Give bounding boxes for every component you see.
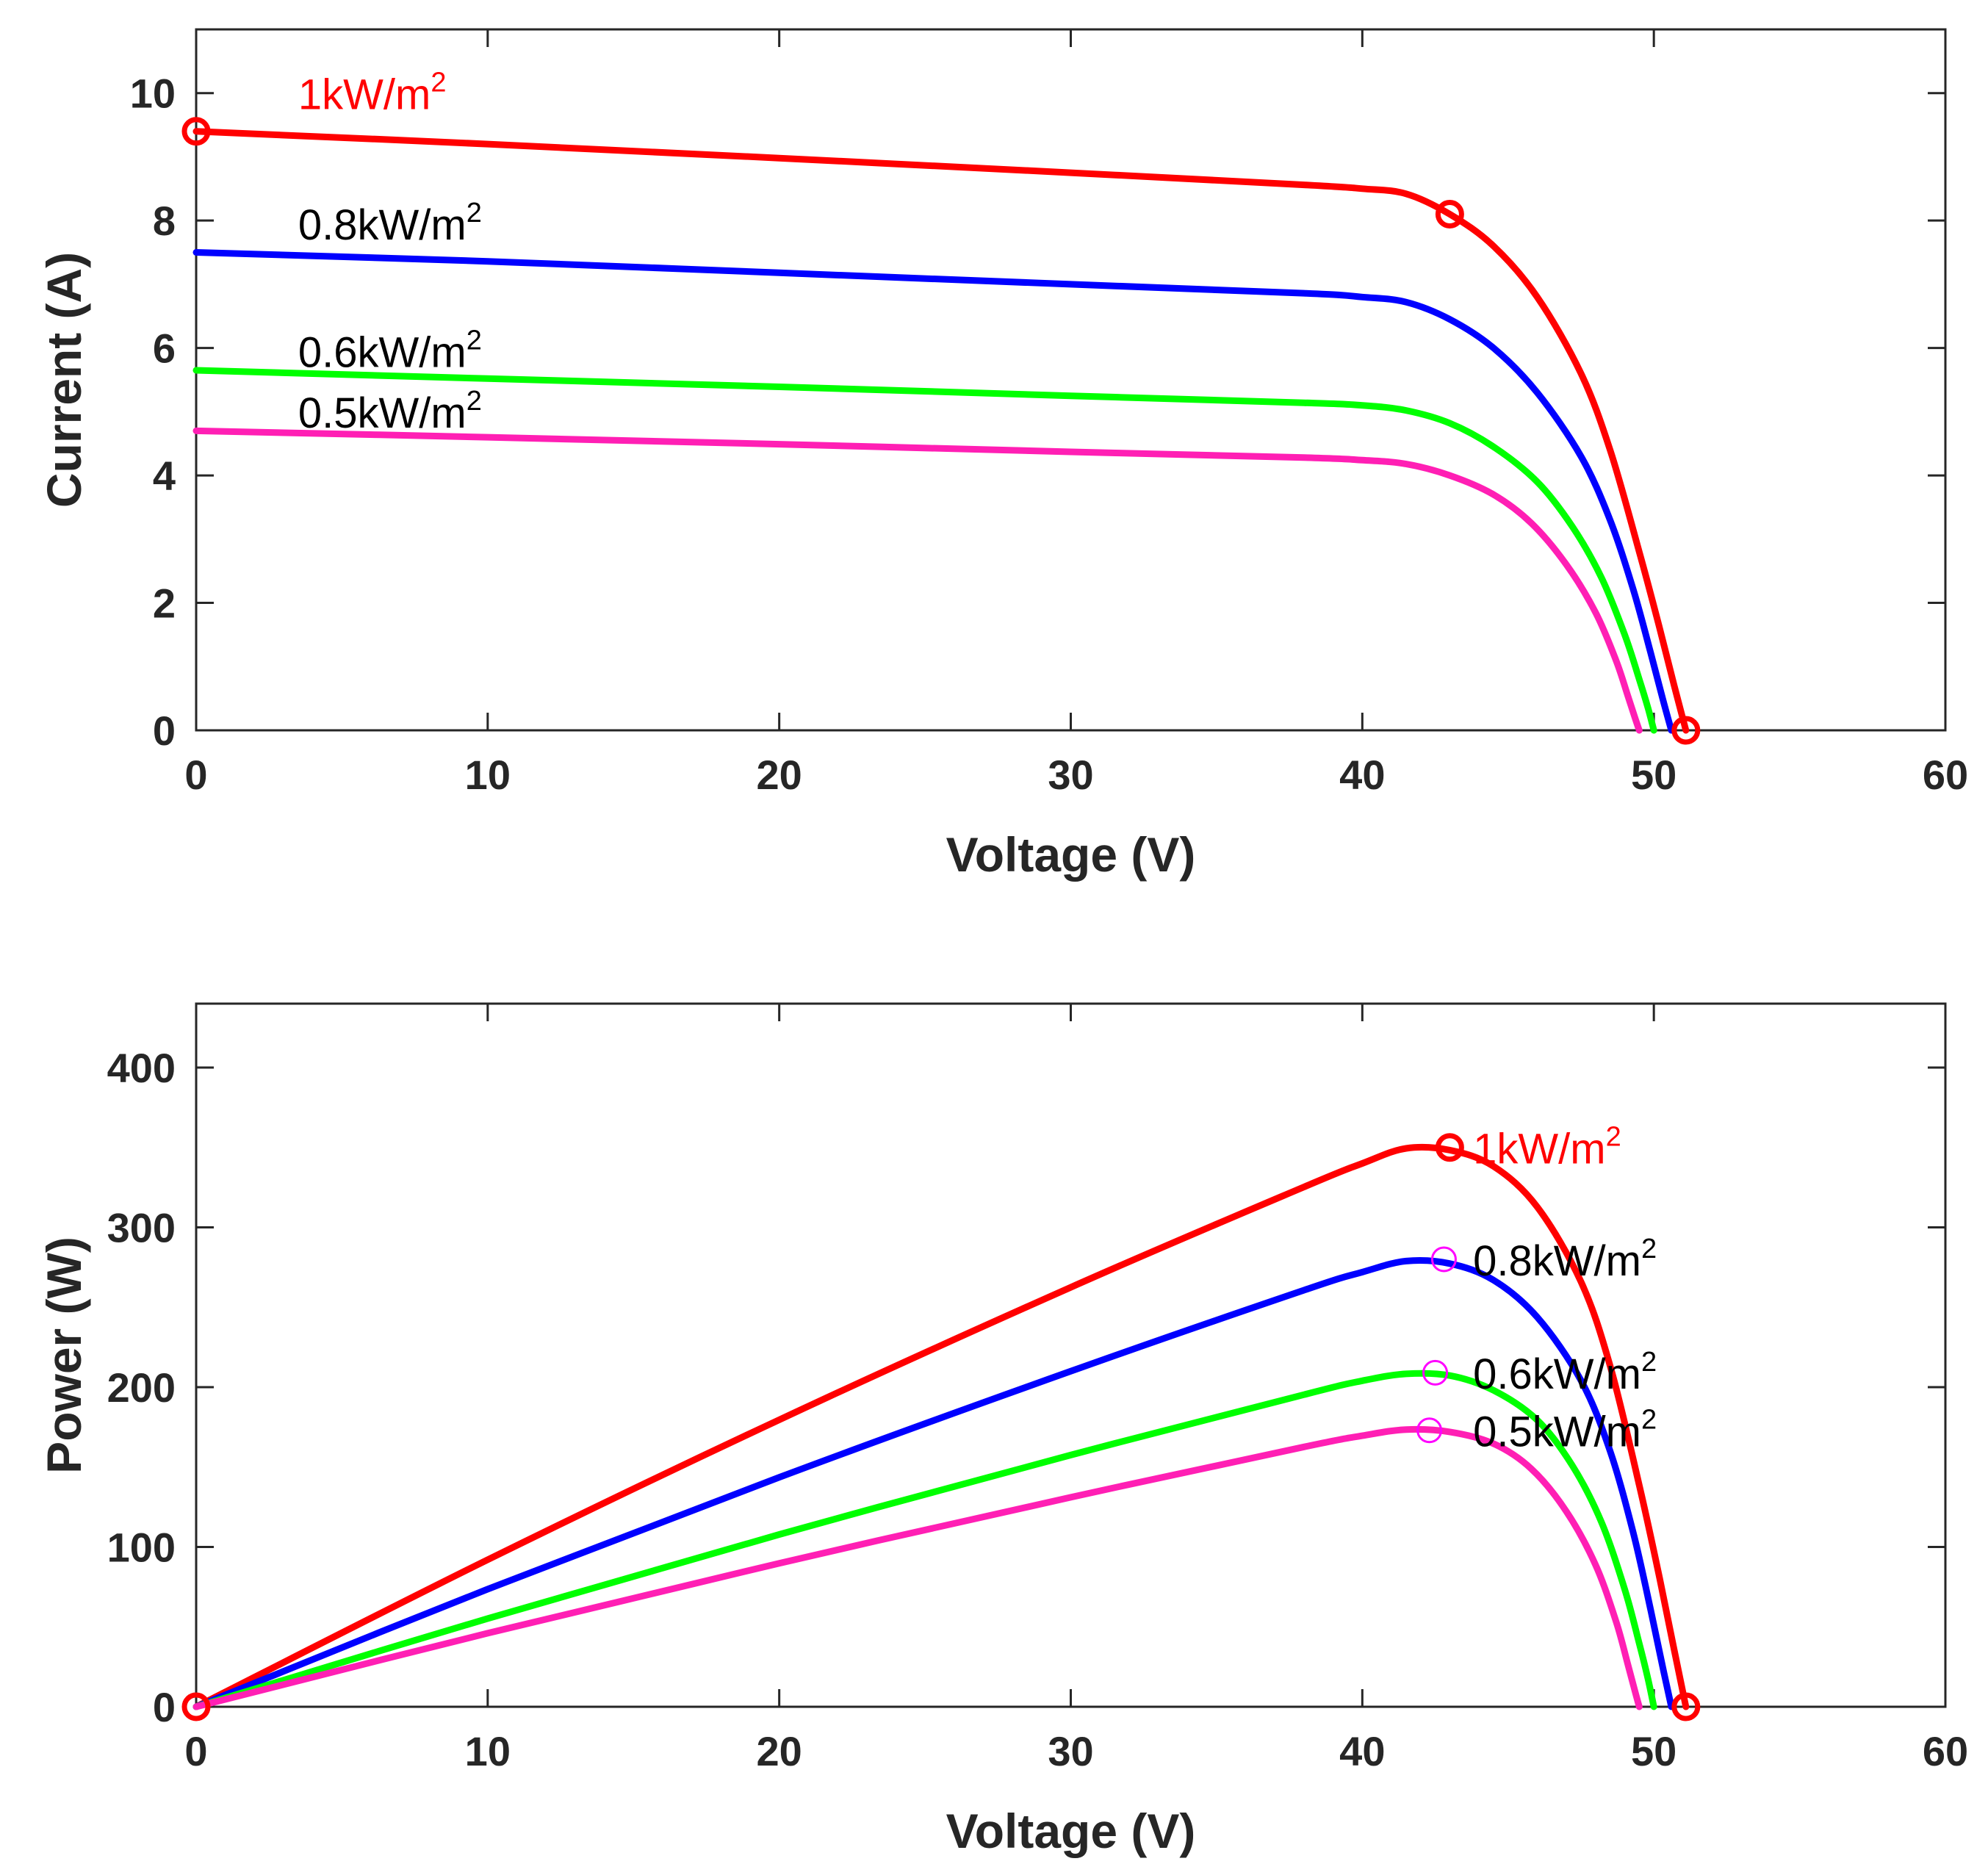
data-marker: [1671, 716, 1701, 745]
series-line-1kw-m2: [192, 128, 1690, 734]
x-tick-label: 60: [1923, 752, 1968, 798]
irradiance-label: 1kW/m2: [298, 67, 447, 118]
series-line-0-6kw-m2: [192, 367, 1657, 734]
y-tick-label: 400: [107, 1045, 176, 1091]
x-tick-label: 10: [465, 752, 511, 798]
data-marker: [1430, 1246, 1457, 1273]
series-line-0-5kw-m2: [192, 427, 1643, 734]
x-tick-label: 20: [757, 752, 802, 798]
x-tick-label: 60: [1923, 1728, 1968, 1774]
y-tick-label: 2: [153, 580, 176, 627]
x-tick-label: 30: [1048, 752, 1093, 798]
data-marker: [181, 1692, 211, 1721]
iv-curve-panel: 0 10 20 30 40 50 60 0 2 4 6 8 10 Voltage (V) Current (…: [37, 28, 1968, 882]
series-line-0-8kw-m2: [192, 249, 1675, 734]
x-tick-label: 50: [1631, 752, 1677, 798]
y-axis-title: Power (W): [37, 1237, 91, 1474]
x-tick-label: 30: [1048, 1728, 1093, 1774]
series-line-0-6kw-m2: [192, 1370, 1657, 1710]
x-tick-label: 50: [1631, 1728, 1677, 1774]
x-tick-label: 0: [184, 1728, 207, 1774]
y-axis-title: Current (A): [37, 252, 91, 508]
y-tick-label: 0: [153, 708, 176, 754]
x-tick-label: 0: [184, 752, 207, 798]
x-axis-title: Voltage (V): [946, 1804, 1196, 1858]
x-tick-label: 20: [757, 1728, 802, 1774]
y-tick-label: 8: [153, 198, 176, 244]
data-marker: [1416, 1417, 1443, 1444]
series-line-1kw-m2: [192, 1143, 1690, 1710]
y-tick-label: 6: [153, 325, 176, 372]
series-line-0-8kw-m2: [192, 1257, 1675, 1710]
x-axis-title: Voltage (V): [946, 827, 1196, 882]
y-tick-label: 100: [107, 1525, 176, 1571]
data-marker: [181, 117, 211, 146]
x-tick-label: 40: [1339, 752, 1385, 798]
irradiance-label: 1kW/m2: [1473, 1122, 1621, 1173]
y-tick-label: 0: [153, 1684, 176, 1730]
x-tick-label: 10: [465, 1728, 511, 1774]
y-tick-label: 10: [130, 71, 176, 117]
data-marker: [1671, 1692, 1701, 1721]
x-tick-label: 40: [1339, 1728, 1385, 1774]
irradiance-label: 0.6kW/m2: [1473, 1347, 1657, 1398]
irradiance-label: 0.6kW/m2: [298, 325, 482, 377]
data-marker: [1435, 1133, 1464, 1162]
irradiance-label: 0.8kW/m2: [298, 198, 482, 249]
y-tick-label: 4: [153, 453, 176, 499]
pv-curve-panel: 0 10 20 30 40 50 60 0 100 200 300 400 Voltage (V) Pow…: [37, 1002, 1968, 1858]
data-marker: [1435, 200, 1464, 229]
y-tick-label: 300: [107, 1205, 176, 1251]
irradiance-label: 0.8kW/m2: [1473, 1234, 1657, 1285]
data-marker: [1422, 1359, 1449, 1386]
irradiance-label: 0.5kW/m2: [298, 386, 482, 437]
y-tick-label: 200: [107, 1364, 176, 1411]
series-line-0-5kw-m2: [192, 1425, 1643, 1710]
irradiance-label: 0.5kW/m2: [1473, 1404, 1657, 1455]
